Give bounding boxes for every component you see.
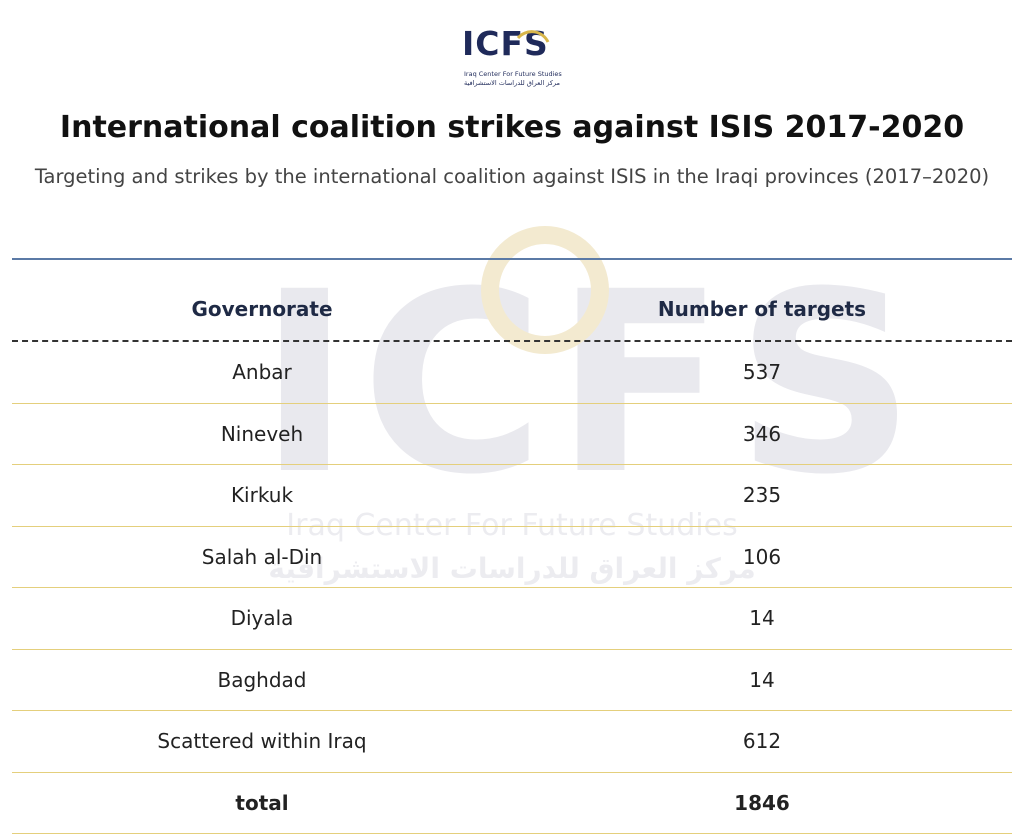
cell-governorate: Kirkuk bbox=[230, 483, 294, 508]
page-subtitle: Targeting and strikes by the internation… bbox=[34, 165, 990, 188]
table-row-total: total 1846 bbox=[12, 773, 1012, 834]
cell-targets: 1846 bbox=[734, 790, 790, 815]
table-row: Salah al-Din 106 bbox=[12, 527, 1012, 588]
cell-targets: 346 bbox=[742, 421, 782, 446]
cell-targets: 106 bbox=[742, 544, 782, 569]
cell-targets: 14 bbox=[749, 667, 775, 692]
column-header-targets: Number of targets bbox=[657, 297, 867, 321]
page-title: International coalition strikes against … bbox=[59, 110, 965, 145]
cell-targets: 14 bbox=[749, 606, 775, 631]
cell-governorate: Anbar bbox=[232, 360, 292, 385]
cell-governorate: Nineveh bbox=[220, 421, 304, 446]
cell-governorate: total bbox=[235, 790, 289, 815]
data-table: Governorate Number of targets Anbar 537 Ni… bbox=[12, 258, 1012, 834]
logo: ICFS Iraq Center For Future Studies مركز… bbox=[462, 20, 562, 88]
logo-subtitle-en: Iraq Center For Future Studies bbox=[464, 70, 562, 78]
table-row: Diyala 14 bbox=[12, 588, 1012, 650]
table-row: Anbar 537 bbox=[12, 342, 1012, 404]
cell-governorate: Baghdad bbox=[217, 667, 307, 692]
cell-targets: 235 bbox=[742, 483, 782, 508]
cell-governorate: Salah al-Din bbox=[201, 544, 323, 569]
table-header: Governorate Number of targets bbox=[12, 260, 1012, 342]
cell-targets: 612 bbox=[742, 729, 782, 754]
column-header-governorate: Governorate bbox=[191, 297, 333, 321]
table-row: Scattered within Iraq 612 bbox=[12, 711, 1012, 773]
table-body: Anbar 537 Nineveh 346 Kirkuk 235 Salah al-Din 1… bbox=[12, 342, 1012, 834]
logo-ring-icon bbox=[516, 30, 550, 43]
cell-targets: 537 bbox=[742, 360, 782, 385]
table-row: Nineveh 346 bbox=[12, 404, 1012, 465]
table-row: Baghdad 14 bbox=[12, 650, 1012, 711]
cell-governorate: Scattered within Iraq bbox=[157, 729, 367, 754]
cell-governorate: Diyala bbox=[230, 606, 294, 631]
logo-subtitle-ar: مركز العراق للدراسات الاستشرافية bbox=[464, 79, 561, 87]
table-row: Kirkuk 235 bbox=[12, 465, 1012, 527]
